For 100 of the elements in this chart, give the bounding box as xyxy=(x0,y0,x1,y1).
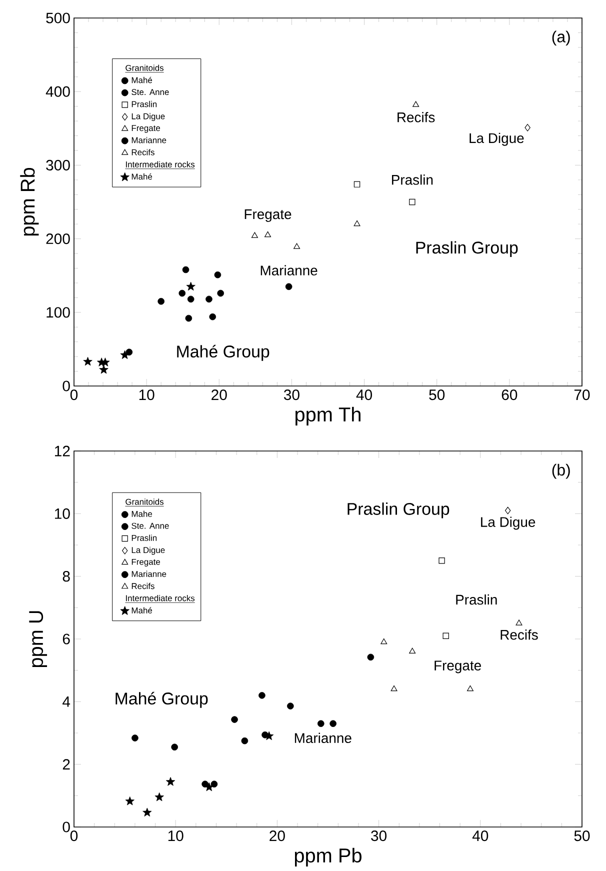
y-tick-label: 300 xyxy=(46,160,70,170)
x-tick-label: 30 xyxy=(371,830,387,842)
legend-label: Mahé xyxy=(132,173,152,180)
point xyxy=(142,808,152,816)
y-tick-label: 12 xyxy=(55,446,70,456)
point xyxy=(516,620,522,626)
point xyxy=(287,702,294,710)
y-tick-label: 100 xyxy=(46,307,70,318)
y-tick-label: 200 xyxy=(46,233,70,244)
legend-label: Ste. Anne xyxy=(132,89,169,96)
legend-label: Marianne xyxy=(132,570,166,577)
point xyxy=(251,232,258,238)
y-tick-label: 4 xyxy=(62,696,70,707)
annotation: (a) xyxy=(552,30,570,46)
point xyxy=(412,101,420,107)
point xyxy=(158,298,164,305)
annotation: Recifs xyxy=(500,630,538,640)
point xyxy=(210,780,218,788)
y-axis-title: ppm Rb xyxy=(20,168,39,236)
annotation: (b) xyxy=(552,464,570,479)
x-tick-label: 70 xyxy=(574,390,590,400)
annotation: Fregate xyxy=(244,209,292,222)
x-axis-title: ppm Th xyxy=(296,406,360,426)
legend-label: Praslin xyxy=(132,100,157,108)
annotation: Mahé Group xyxy=(177,344,270,361)
y-tick-label: 2 xyxy=(62,759,70,770)
point xyxy=(132,734,138,742)
annotation: Intermediate rocks xyxy=(126,161,195,168)
annotation: La Digue xyxy=(470,132,524,146)
point xyxy=(367,654,374,661)
annotation: Marianne xyxy=(294,732,352,744)
point xyxy=(294,243,300,249)
point xyxy=(442,632,449,639)
point xyxy=(154,792,164,802)
legend-label: Fregate xyxy=(132,125,160,133)
x-tick-label: 40 xyxy=(356,390,372,400)
point xyxy=(264,231,272,238)
point xyxy=(390,685,398,692)
legend-title: Granitoids xyxy=(126,64,164,71)
x-tick-label: 10 xyxy=(139,390,154,400)
y-tick-label: 6 xyxy=(62,634,70,644)
x-tick-label: 30 xyxy=(284,390,300,400)
legend-label: La Digue xyxy=(132,546,165,555)
point xyxy=(178,290,186,297)
annotation: Praslin Group xyxy=(416,241,518,257)
point xyxy=(354,181,360,188)
legend-label: Recifs xyxy=(132,582,154,590)
legend-label: La Digue xyxy=(132,113,165,121)
point xyxy=(466,685,474,692)
y-tick-label: 500 xyxy=(46,12,70,24)
point xyxy=(317,720,324,727)
legend-label: Mahé xyxy=(132,76,152,84)
legend-label: Ste. Anne xyxy=(132,522,169,529)
x-axis-title: ppm Pb xyxy=(294,848,362,867)
point xyxy=(524,124,530,132)
x-tick-label: 50 xyxy=(429,390,445,400)
point xyxy=(241,737,248,744)
point xyxy=(187,296,194,303)
legend-label: Fregate xyxy=(132,558,160,567)
point xyxy=(380,638,388,644)
point xyxy=(83,356,92,366)
x-tick-label: 40 xyxy=(472,830,488,842)
point xyxy=(125,796,134,806)
point xyxy=(217,290,224,297)
x-tick-label: 50 xyxy=(574,830,590,842)
x-tick-label: 0 xyxy=(70,830,78,842)
point xyxy=(409,198,416,206)
y-tick-label: 0 xyxy=(62,380,70,392)
legend-label: Recifs xyxy=(132,149,154,156)
annotation: Praslin xyxy=(456,594,497,605)
point xyxy=(185,314,192,322)
x-tick-label: 60 xyxy=(502,390,518,400)
point xyxy=(214,271,222,278)
annotation: La Digue xyxy=(481,516,536,530)
point xyxy=(330,720,336,727)
point xyxy=(285,283,292,290)
annotation: Praslin Group xyxy=(348,502,450,518)
point xyxy=(171,744,178,750)
point xyxy=(354,220,360,226)
point xyxy=(206,296,212,303)
legend-label: Mahe xyxy=(132,510,152,517)
point xyxy=(182,266,190,274)
point xyxy=(99,364,108,374)
annotation: Praslin xyxy=(392,174,433,185)
annotation: Marianne xyxy=(260,265,318,276)
x-tick-label: 0 xyxy=(70,390,78,400)
y-tick-label: 10 xyxy=(55,508,70,519)
point xyxy=(166,777,176,786)
annotation: Mahé Group xyxy=(116,692,208,708)
y-tick-label: 400 xyxy=(46,86,70,97)
x-tick-label: 20 xyxy=(270,830,285,842)
legend-title: Granitoids xyxy=(126,498,164,505)
point xyxy=(231,716,238,723)
annotation: Fregate xyxy=(434,660,481,674)
legend-label: Praslin xyxy=(132,534,157,541)
annotation: Intermediate rocks xyxy=(126,594,195,602)
legend-label: Mahé xyxy=(132,607,152,614)
y-tick-label: 0 xyxy=(62,822,70,832)
y-axis-title: ppm U xyxy=(29,611,48,668)
point xyxy=(258,692,266,699)
